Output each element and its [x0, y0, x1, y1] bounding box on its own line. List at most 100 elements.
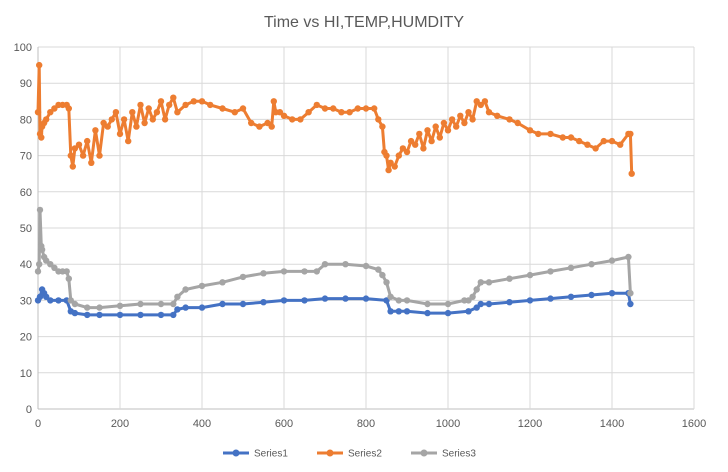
data-point	[51, 264, 58, 271]
data-point	[63, 268, 70, 275]
data-point	[424, 309, 431, 317]
y-tick-label: 10	[20, 368, 32, 380]
data-point	[383, 279, 390, 286]
y-tick-label: 70	[20, 151, 32, 163]
data-point	[440, 119, 448, 127]
y-tick-label: 80	[20, 114, 32, 126]
data-point	[526, 297, 534, 304]
data-point	[51, 105, 58, 112]
data-point	[43, 293, 50, 300]
x-tick-label: 0	[35, 418, 41, 430]
data-point	[383, 297, 390, 304]
data-point	[92, 127, 99, 134]
data-point	[608, 257, 616, 264]
data-point	[219, 279, 226, 286]
data-point	[576, 137, 583, 145]
data-point	[346, 109, 353, 116]
data-point	[47, 297, 54, 304]
data-point	[38, 134, 45, 141]
data-point	[588, 261, 595, 268]
data-point	[38, 246, 46, 253]
data-point	[69, 163, 77, 170]
data-point	[96, 152, 103, 159]
data-point	[424, 127, 431, 134]
data-point	[270, 98, 277, 105]
data-point	[444, 127, 452, 134]
data-point	[628, 170, 635, 177]
data-point	[198, 282, 206, 290]
data-point	[301, 268, 308, 275]
data-point	[514, 119, 521, 127]
data-point	[276, 109, 284, 116]
data-point	[198, 98, 206, 105]
x-tick-label: 1000	[436, 418, 460, 430]
data-point	[477, 279, 484, 286]
data-point	[137, 101, 144, 109]
x-tick-label: 1400	[600, 418, 624, 430]
data-point	[494, 112, 501, 120]
data-point	[137, 311, 144, 319]
data-point	[383, 152, 390, 159]
data-point	[444, 300, 452, 308]
data-point	[36, 61, 43, 69]
data-point	[34, 268, 42, 275]
data-point	[403, 148, 411, 156]
data-point	[313, 101, 320, 109]
data-point	[485, 300, 493, 308]
data-point	[166, 101, 173, 109]
data-point	[239, 273, 247, 281]
data-point	[207, 101, 214, 109]
series-layer	[34, 61, 635, 319]
data-point	[108, 116, 116, 123]
x-tick-label: 1600	[682, 418, 706, 430]
data-point	[116, 302, 124, 309]
data-point	[65, 105, 73, 112]
data-point	[55, 297, 62, 304]
data-point	[280, 268, 288, 275]
legend-marker	[326, 449, 334, 457]
data-point	[477, 300, 484, 308]
data-point	[428, 137, 435, 145]
legend-label: Series2	[348, 449, 382, 460]
data-point	[43, 116, 50, 123]
data-point	[161, 116, 169, 123]
data-point	[330, 105, 337, 112]
data-point	[412, 141, 419, 148]
data-point	[305, 109, 312, 116]
data-point	[280, 112, 288, 120]
data-point	[301, 297, 308, 304]
data-point	[321, 105, 329, 112]
data-point	[112, 109, 120, 116]
data-point	[448, 116, 456, 123]
data-point	[182, 101, 189, 109]
data-point	[71, 145, 79, 152]
data-point	[120, 116, 128, 123]
data-point	[473, 286, 480, 293]
data-point	[137, 300, 144, 308]
data-point	[321, 261, 329, 268]
y-tick-label: 60	[20, 187, 32, 199]
data-point	[526, 127, 534, 134]
data-point	[506, 299, 513, 306]
data-point	[313, 268, 320, 275]
data-point	[116, 130, 124, 138]
data-point	[84, 311, 91, 319]
data-point	[100, 119, 107, 127]
data-point	[592, 145, 599, 152]
legend-item: Series3	[411, 449, 476, 460]
legend-item: Series1	[223, 449, 288, 460]
data-point	[395, 297, 402, 304]
data-point	[174, 306, 181, 313]
data-point	[264, 119, 271, 127]
data-point	[567, 293, 575, 300]
data-point	[608, 290, 616, 297]
data-point	[485, 109, 493, 116]
data-point	[387, 159, 394, 166]
data-point	[104, 123, 111, 130]
data-point	[567, 264, 575, 271]
data-point	[457, 112, 464, 120]
y-tick-label: 50	[20, 223, 32, 235]
data-point	[547, 268, 554, 275]
data-point	[584, 141, 591, 148]
